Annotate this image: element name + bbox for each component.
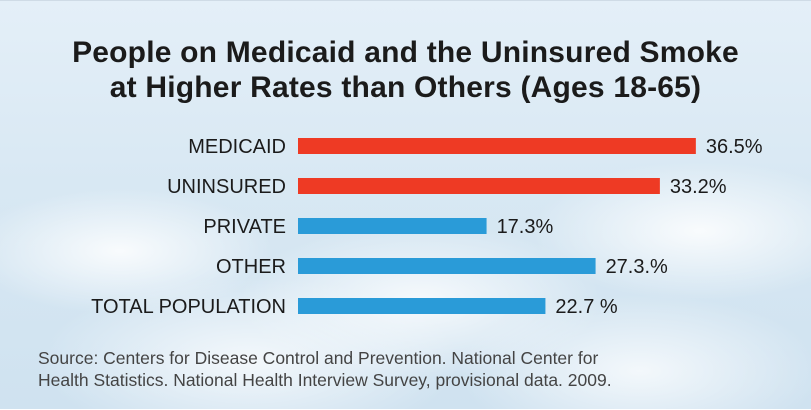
chart-title-line-1: People on Medicaid and the Uninsured Smo… (72, 36, 739, 69)
chart-title: People on Medicaid and the Uninsured Smo… (0, 35, 811, 105)
source-note: Source: Centers for Disease Control and … (38, 347, 798, 391)
category-label-private: PRIVATE (203, 216, 286, 238)
category-label-uninsured: UNINSURED (167, 176, 286, 198)
source-line-1: Source: Centers for Disease Control and … (38, 348, 599, 368)
chart-title-line-2: at Higher Rates than Others (Ages 18-65) (109, 71, 702, 104)
bar-uninsured (298, 178, 660, 194)
category-label-other: OTHER (216, 256, 286, 278)
value-label-uninsured: 33.2% (670, 176, 727, 198)
value-label-other: 27.3.% (606, 256, 668, 278)
value-label-medicaid: 36.5% (706, 136, 763, 158)
value-label-total-population: 22.7 % (555, 296, 617, 318)
value-label-private: 17.3% (497, 216, 554, 238)
source-line-2: Health Statistics. National Health Inter… (38, 370, 612, 390)
category-label-total-population: TOTAL POPULATION (91, 296, 286, 318)
bar-total-population (298, 298, 546, 314)
bar-private (298, 218, 487, 234)
bar-medicaid (298, 138, 696, 154)
category-label-medicaid: MEDICAID (188, 136, 286, 158)
bar-other (298, 258, 596, 274)
